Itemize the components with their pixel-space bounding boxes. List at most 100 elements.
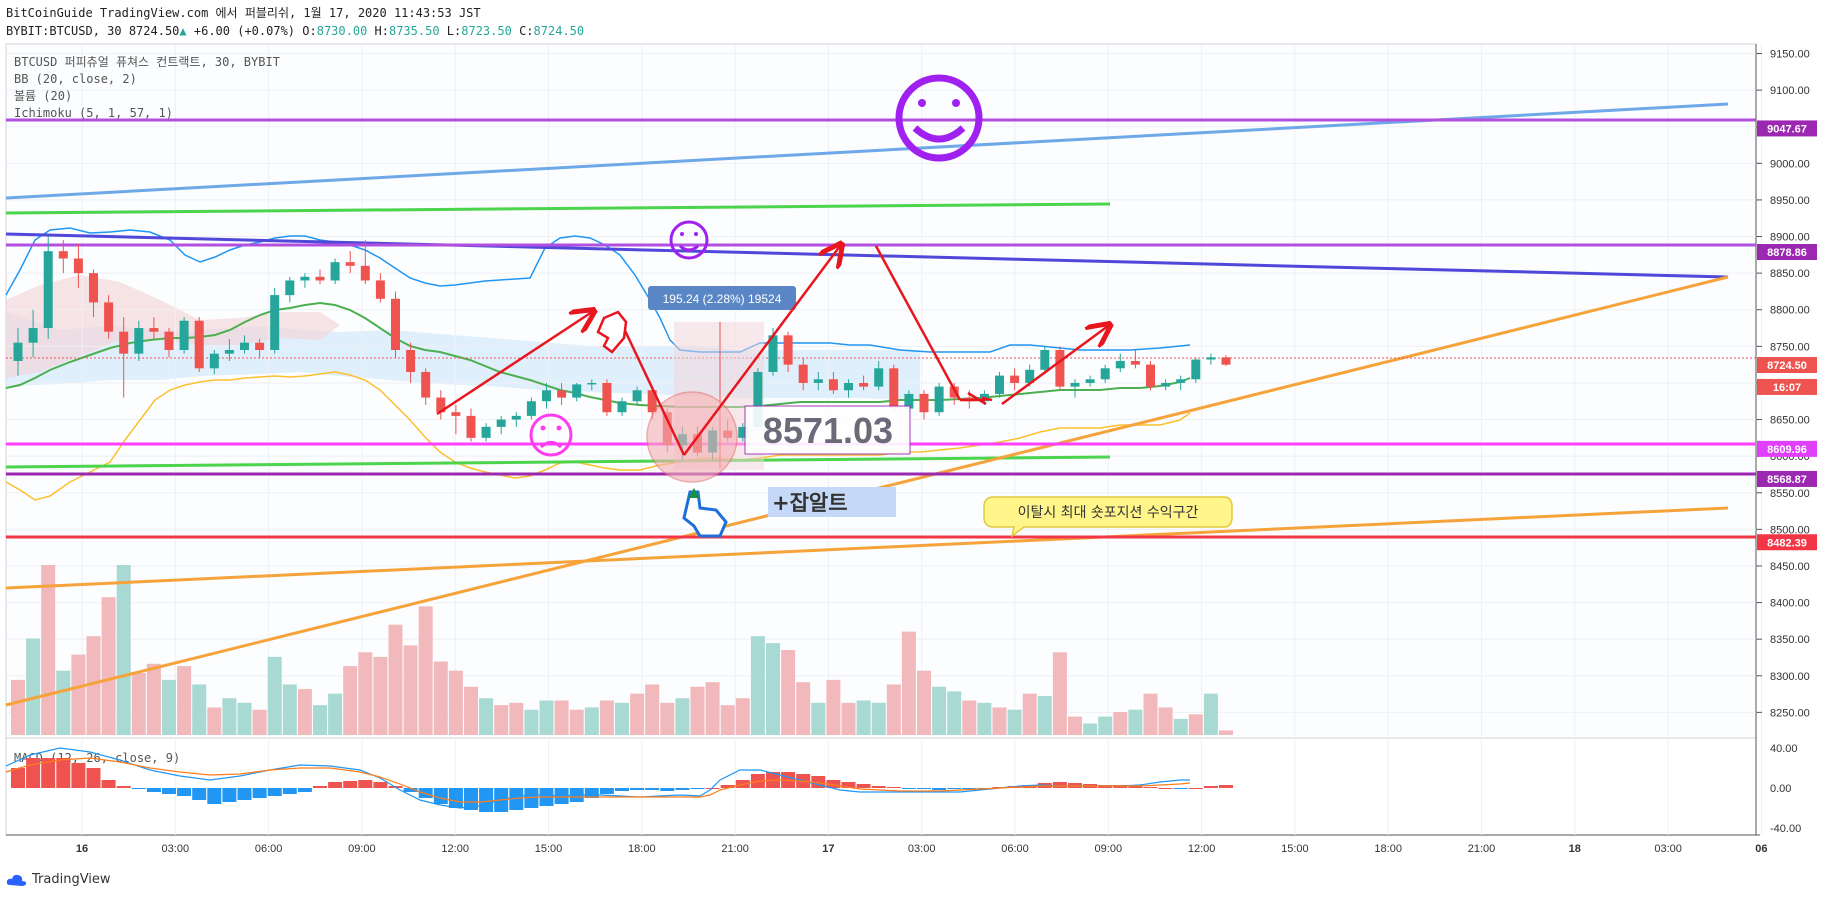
measure-label-box [648,286,796,310]
y-tick-label: 8400.00 [1770,598,1810,610]
y-tick-label: 8950.00 [1770,195,1810,207]
volume-bar [917,670,931,735]
x-tick-label: 06:00 [1001,843,1029,855]
macd-bar [464,788,478,810]
macd-tick-label: 40.00 [1770,743,1798,755]
price-tag-box [1757,120,1817,137]
macd-bar [932,788,947,790]
legend-macd[interactable]: MACD (12, 26, close, 9) [14,751,180,765]
macd-bar [1128,786,1143,788]
price-tag-box [1757,378,1817,395]
x-tick-label: 06:00 [255,843,283,855]
price-tag-label: 8482.39 [1767,537,1807,549]
candle-body [1010,375,1020,383]
x-tick-label: 18 [1569,843,1581,855]
volume-bar [358,652,373,735]
publish-info: BitCoinGuide TradingView.com 에서 퍼블리쉬, 1월… [6,6,481,20]
x-tick-label: 15:00 [535,843,563,855]
y-tick-label: 8350.00 [1770,634,1810,646]
volume-bar [1098,716,1113,735]
volume-bar [871,702,886,735]
pointing-up-hand-icon [682,488,728,538]
volume-bar [524,709,539,735]
macd-bar [56,758,71,788]
volume-bar [1052,652,1067,735]
legend-volume[interactable]: 볼륨 (20) [14,89,72,103]
candle-body [511,415,521,420]
big-price-box [744,405,911,455]
x-tick-label: 18:00 [628,843,656,855]
tradingview-logo[interactable]: TradingView [6,872,111,887]
macd-bar [41,758,56,788]
macd-bar [282,788,297,794]
candle-body [889,368,899,409]
volume-bar [252,709,267,735]
candle-body [542,390,551,402]
macd-bar [448,788,463,808]
measure-label: 195.24 (2.28%) 19524 [663,292,782,306]
macd-bar [584,788,599,798]
legend-bb[interactable]: BB (20, close, 2) [14,72,137,86]
volume-bar [886,684,901,735]
macd-bar [11,768,25,788]
volume-bar [584,707,599,735]
candle-body [1040,350,1050,370]
candle-body [300,276,310,281]
macd-bar [207,788,222,804]
candlesticks [13,236,1231,460]
candle-body [1221,357,1231,365]
candle-body [194,320,204,369]
price-tag-label: 8878.86 [1767,247,1807,259]
macd-bar [222,788,237,802]
legend-ichimoku[interactable]: Ichimoku (5, 1, 57, 1) [14,106,173,120]
candle-body [391,298,400,351]
candle-body [466,415,476,438]
volume-bar [343,666,358,735]
volume-bar [554,700,569,735]
x-tick-label: 12:00 [441,843,469,855]
candle-body [1206,357,1216,360]
volume-bar [1068,716,1082,735]
macd-bar [1188,788,1203,789]
macd-bar [418,788,433,798]
volume-bar [599,700,614,735]
macd-bar [26,758,41,788]
orange-lower-trend [5,506,1729,590]
macd-bar [131,788,146,789]
legend-symbol[interactable]: BTCUSD 퍼피츄얼 퓨쳐스 컨트랙트, 30, BYBIT [14,55,280,69]
candle-body [995,375,1004,394]
price-tag-label: 8568.87 [1767,474,1807,486]
macd-bar [343,781,358,788]
purple-resistance-line [5,232,1729,279]
macd-bar [358,780,373,788]
y-tick-label: 8450.00 [1770,561,1810,573]
volume-bar [313,705,327,735]
high-value: 8735.50 [388,24,440,38]
macd-bar [1143,787,1158,788]
macd-bar [192,788,207,800]
volume-bar [131,672,146,735]
candle-body [451,412,461,416]
macd-lines [5,747,1191,809]
volume-bar [977,702,992,735]
macd-bar [675,788,690,790]
volume-bar [433,661,448,735]
candle-body [1191,359,1201,380]
x-tick-label: 21:00 [721,843,749,855]
candle-body [1176,379,1186,383]
small-smiley-icon [669,220,709,260]
candle-body [164,331,174,351]
catch-alt-label: +잡알트 [772,491,848,515]
price-tag-box [1757,440,1817,457]
time-axis[interactable]: 16 03:00 06:00 09:00 12:00 15:00 18:00 21:00 17 0… [76,843,1768,855]
candle-body [602,382,612,413]
candle-body [919,393,929,413]
x-tick-label: 03:00 [162,843,190,855]
symbol-label[interactable]: BYBIT:BTCUSD, 30 [6,24,122,38]
open-value: 8730.00 [316,24,368,38]
price-change: +6.00 (+0.07%) [193,24,296,38]
y-tick-label: 8500.00 [1770,524,1810,536]
volume-bar [1143,693,1158,735]
volume-bar [735,698,750,735]
